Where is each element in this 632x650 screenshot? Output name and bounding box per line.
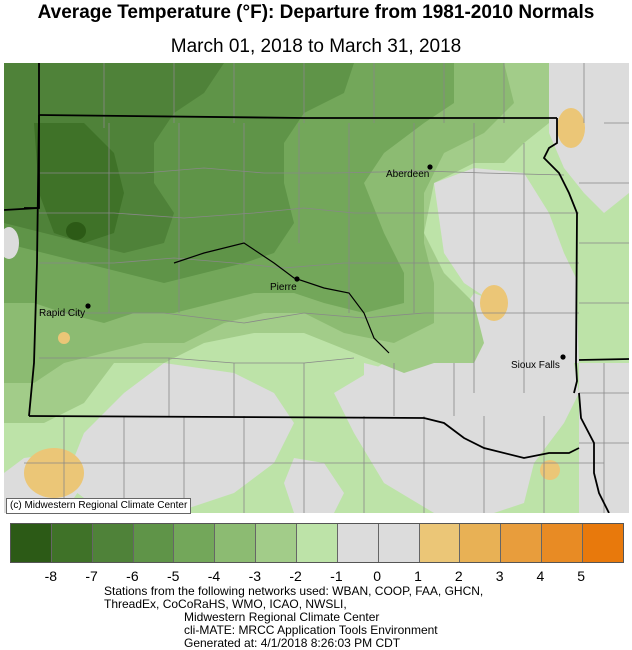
city-label-rapid-city: Rapid City [39, 308, 85, 319]
legend-swatch [419, 524, 461, 562]
legend-swatch [501, 524, 543, 562]
map-subtitle: March 01, 2018 to March 31, 2018 [170, 36, 462, 57]
warm-spots [4, 108, 585, 498]
footer-line-networks-cont: ThreadEx, CoCoRaHS, WMO, ICAO, NWSLI, [104, 597, 347, 611]
legend-tick-label: 0 [373, 568, 382, 584]
legend-swatch [133, 524, 175, 562]
legend-tick-label: 4 [536, 568, 545, 584]
footer-line-generated: Generated at: 4/1/2018 8:26:03 PM CDT [184, 636, 401, 650]
legend-tick-labels: -8 -7 -6 -5 -4 -3 -2 -1 0 1 2 3 4 5 [0, 568, 632, 586]
city-label-pierre: Pierre [270, 282, 297, 293]
legend-swatch [256, 524, 298, 562]
legend-swatch [215, 524, 257, 562]
legend-tick-label: -2 [289, 568, 302, 584]
legend-tick-label: -8 [44, 568, 58, 584]
legend-swatch [542, 524, 584, 562]
legend-swatch [460, 524, 502, 562]
legend-swatch [378, 524, 420, 562]
legend-swatch [297, 524, 338, 562]
legend-tick-label: 5 [577, 568, 586, 584]
legend-tick-label: -4 [207, 568, 221, 584]
city-label-aberdeen: Aberdeen [386, 169, 429, 180]
legend-tick-label: 1 [414, 568, 422, 584]
footer-line-climate-tool: cli-MATE: MRCC Application Tools Environ… [184, 623, 438, 637]
legend-swatch [11, 524, 52, 562]
legend-tick-label: -3 [248, 568, 262, 584]
legend-tick-label: -7 [85, 568, 98, 584]
pierre-marker [294, 276, 300, 282]
temperature-departure-map: Aberdeen Pierre Rapid City Sioux Falls [4, 63, 629, 513]
data-source-footer: Stations from the following networks use… [104, 585, 483, 650]
legend-swatch [337, 524, 379, 562]
sioux-falls-marker [560, 354, 566, 360]
legend-tick-label: 2 [454, 568, 463, 584]
legend-tick-label: -1 [330, 568, 343, 584]
legend-tick-label: -6 [126, 568, 139, 584]
color-legend [10, 523, 624, 563]
city-label-sioux-falls: Sioux Falls [511, 360, 560, 371]
copyright-notice: (c) Midwestern Regional Climate Center [6, 498, 192, 514]
rapid-city-marker [85, 303, 91, 309]
footer-line-networks: Stations from the following networks use… [104, 584, 484, 598]
city-markers: Aberdeen Pierre Rapid City Sioux Falls [39, 164, 566, 371]
map-title: Average Temperature (°F): Departure from… [37, 2, 595, 23]
legend-tick-label: -5 [166, 568, 180, 584]
legend-tick-label: 3 [495, 568, 504, 584]
legend-swatch [92, 524, 134, 562]
footer-line-center: Midwestern Regional Climate Center [184, 610, 380, 624]
legend-swatch [583, 524, 623, 562]
state-boundaries [4, 63, 629, 513]
missouri-river-line [173, 242, 390, 354]
legend-swatch [174, 524, 216, 562]
legend-swatch [51, 524, 93, 562]
minus-7-to-minus-8 [66, 222, 86, 240]
aberdeen-marker [427, 164, 433, 170]
county-lines [24, 63, 629, 513]
